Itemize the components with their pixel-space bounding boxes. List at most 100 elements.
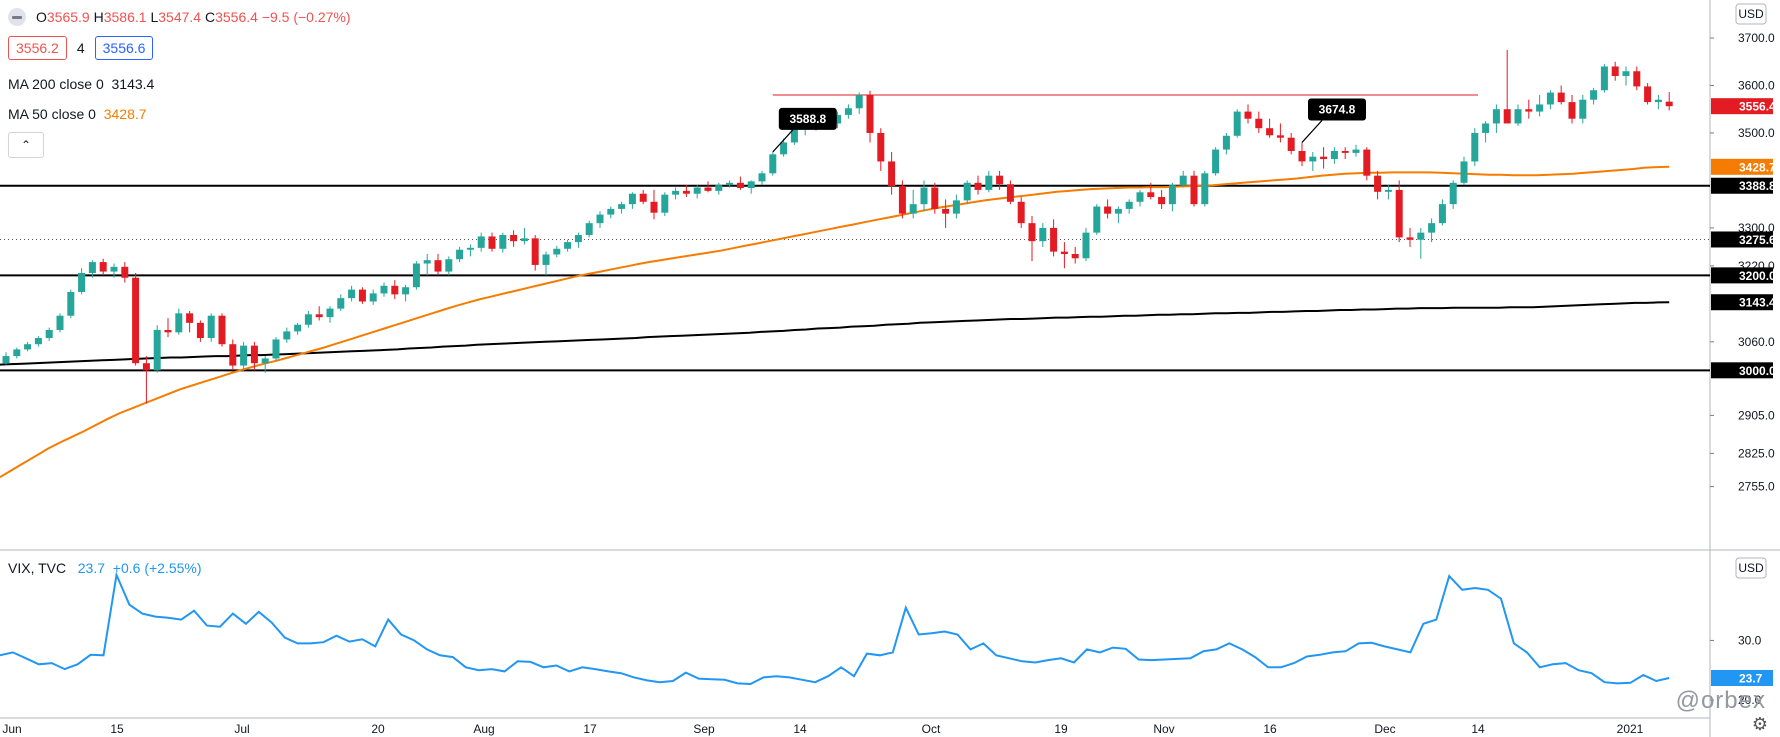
candle-body: [488, 236, 496, 249]
candle-body: [34, 338, 42, 345]
candle: [477, 232, 485, 252]
candle-body: [1449, 182, 1457, 205]
candle: [715, 182, 723, 195]
ma200-line: [0, 301, 1670, 366]
axis-price-label: 3275.6: [1711, 231, 1776, 248]
candle-body: [1244, 111, 1252, 119]
candle-body: [1287, 137, 1295, 151]
candle-body: [1017, 201, 1025, 224]
candle: [1611, 61, 1619, 81]
candle-body: [866, 94, 874, 133]
candle: [866, 90, 874, 143]
candle-body: [348, 289, 356, 299]
candle-body: [780, 142, 788, 155]
gear-icon[interactable]: ⚙: [1751, 714, 1768, 734]
ohlc-values: O3565.9 H3586.1 L3547.4 C3556.4 −9.5 (−0…: [36, 9, 351, 25]
ask-button[interactable]: 3556.6: [94, 36, 154, 60]
candle-body: [67, 291, 75, 316]
currency-badge-main-box: [1735, 3, 1767, 25]
collapse-legend-button[interactable]: ⌃: [8, 132, 44, 158]
candle-body: [1611, 66, 1619, 76]
vix-y-tick-label: 30.0: [1738, 633, 1762, 647]
y-tick-label: 2825.0: [1738, 446, 1775, 460]
candle: [628, 192, 636, 209]
candle: [672, 187, 680, 200]
currency-badge-vix-box: [1735, 557, 1767, 579]
currency-badge-vix-text: USD: [1738, 561, 1764, 575]
candle: [542, 251, 550, 276]
candle: [1438, 199, 1446, 226]
candle-body: [229, 344, 237, 366]
candle: [294, 322, 302, 335]
candle: [574, 232, 582, 248]
y-tick-label: 3700.0: [1738, 31, 1775, 45]
candle-body: [196, 322, 204, 339]
candle: [186, 310, 194, 333]
candle-body: [153, 329, 161, 371]
candle-body: [531, 238, 539, 265]
candle: [1028, 216, 1036, 262]
candle: [909, 189, 917, 219]
candle: [1147, 182, 1155, 200]
vix-last-label: 23.7: [1711, 669, 1773, 686]
candle-body: [369, 293, 377, 302]
candle-body: [294, 324, 302, 332]
callout-label: 3674.8: [1319, 102, 1356, 116]
candle-body: [1050, 227, 1058, 252]
axis-price-label-text: 3388.8: [1739, 179, 1776, 193]
y-tick-label: 2905.0: [1738, 408, 1775, 422]
candle: [564, 239, 572, 252]
ma50-value: 3428.7: [103, 106, 147, 122]
candle-body: [380, 285, 388, 294]
candle: [1633, 66, 1641, 91]
candle-body: [1114, 208, 1122, 214]
vix-last-label-text: 23.7: [1739, 671, 1763, 685]
candle-body: [888, 161, 896, 187]
vix-change: +0.6 (+2.55%): [112, 560, 202, 576]
ohlc-legend: O3565.9 H3586.1 L3547.4 C3556.4 −9.5 (−0…: [8, 8, 351, 26]
candle: [1255, 111, 1263, 133]
y-tick-label: 3060.0: [1738, 335, 1775, 349]
candle: [1298, 142, 1306, 167]
candle: [1071, 246, 1079, 264]
candle-body: [304, 314, 312, 325]
candle: [1341, 147, 1349, 160]
callout-label: 3588.8: [789, 112, 826, 126]
bid-button[interactable]: 3556.2: [8, 36, 67, 60]
candle: [1276, 123, 1284, 143]
candle-body: [1276, 135, 1284, 138]
symbol-toggle-icon[interactable]: [8, 8, 26, 26]
axis-price-label-box: [1711, 267, 1773, 284]
candle: [99, 258, 107, 276]
candle: [704, 181, 712, 193]
candle-body: [1546, 92, 1554, 105]
vix-last-label-box: [1711, 669, 1773, 686]
candle: [153, 325, 161, 373]
candle-body: [672, 190, 680, 195]
candle: [661, 192, 669, 217]
candle: [45, 327, 53, 341]
candle-body: [1179, 175, 1187, 186]
price-callout: 3674.8: [1301, 98, 1366, 143]
candle-body: [834, 114, 842, 124]
candle: [1233, 109, 1241, 138]
x-tick-label: Aug: [473, 722, 494, 736]
candle: [88, 260, 96, 278]
candle-body: [931, 187, 939, 209]
x-tick-label: Jul: [234, 722, 249, 736]
candle: [261, 356, 269, 373]
candle: [1395, 180, 1403, 243]
candle-body: [877, 132, 885, 162]
candle: [67, 289, 75, 319]
y-tick-label: 3500.0: [1738, 126, 1775, 140]
y-tick-label: 2755.0: [1738, 480, 1775, 494]
candle: [1330, 147, 1338, 164]
candle: [272, 337, 280, 361]
candle-body: [1158, 197, 1166, 205]
candle-body: [218, 315, 226, 345]
candle: [412, 261, 420, 290]
candle: [585, 220, 593, 238]
candle: [607, 206, 615, 219]
x-tick-label: 15: [110, 722, 124, 736]
